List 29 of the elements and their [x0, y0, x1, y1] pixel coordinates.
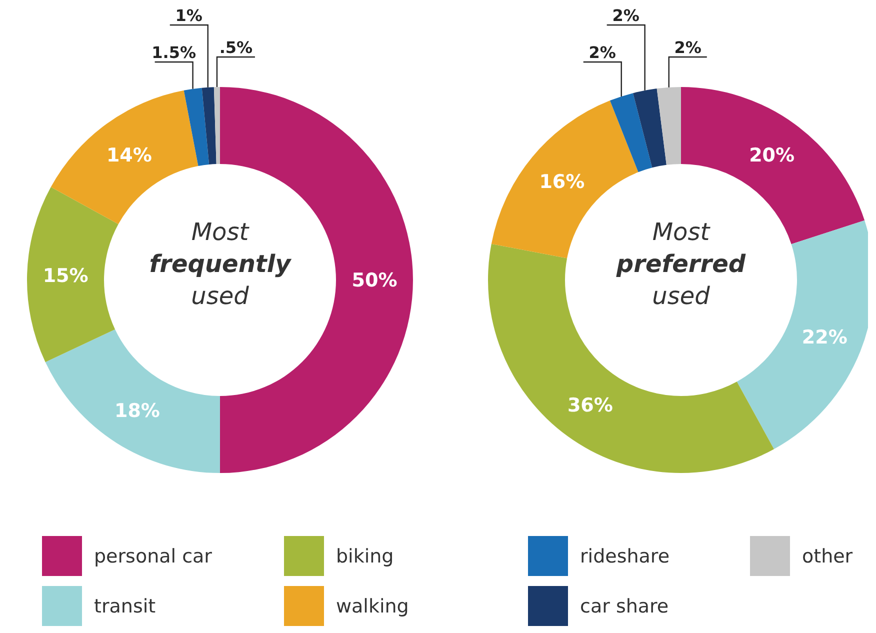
data-label: 2% [674, 38, 702, 57]
data-label: 36% [567, 394, 613, 417]
data-label: 50% [352, 270, 398, 292]
data-label: 2% [612, 6, 640, 25]
data-label: 14% [106, 144, 152, 167]
legend-label: transit [94, 596, 156, 618]
data-label: 22% [802, 326, 848, 349]
donut-slice [184, 88, 210, 166]
data-label: 2% [588, 43, 616, 62]
legend-label: biking [336, 546, 394, 568]
data-label: 18% [114, 400, 160, 422]
data-label: .5% [219, 38, 253, 57]
data-label: 15% [42, 264, 88, 287]
text: Most frequently used [149, 218, 292, 310]
legend-label: rideshare [580, 546, 670, 568]
data-label: 1% [175, 6, 202, 25]
legend-label: other [802, 546, 853, 568]
data-label: 16% [539, 171, 585, 194]
donut-slice [50, 90, 198, 224]
data-label: 20% [749, 144, 795, 167]
legend-label: car share [580, 596, 669, 618]
text: Most preferred used [615, 218, 746, 310]
legend-label: personal car [94, 546, 212, 568]
donut-slice [27, 187, 118, 362]
legend-label: walking [336, 596, 409, 618]
donut-slice [45, 329, 220, 473]
donut-slice [214, 87, 220, 164]
donut-slice [202, 87, 216, 165]
data-label: 1.5% [152, 43, 196, 62]
